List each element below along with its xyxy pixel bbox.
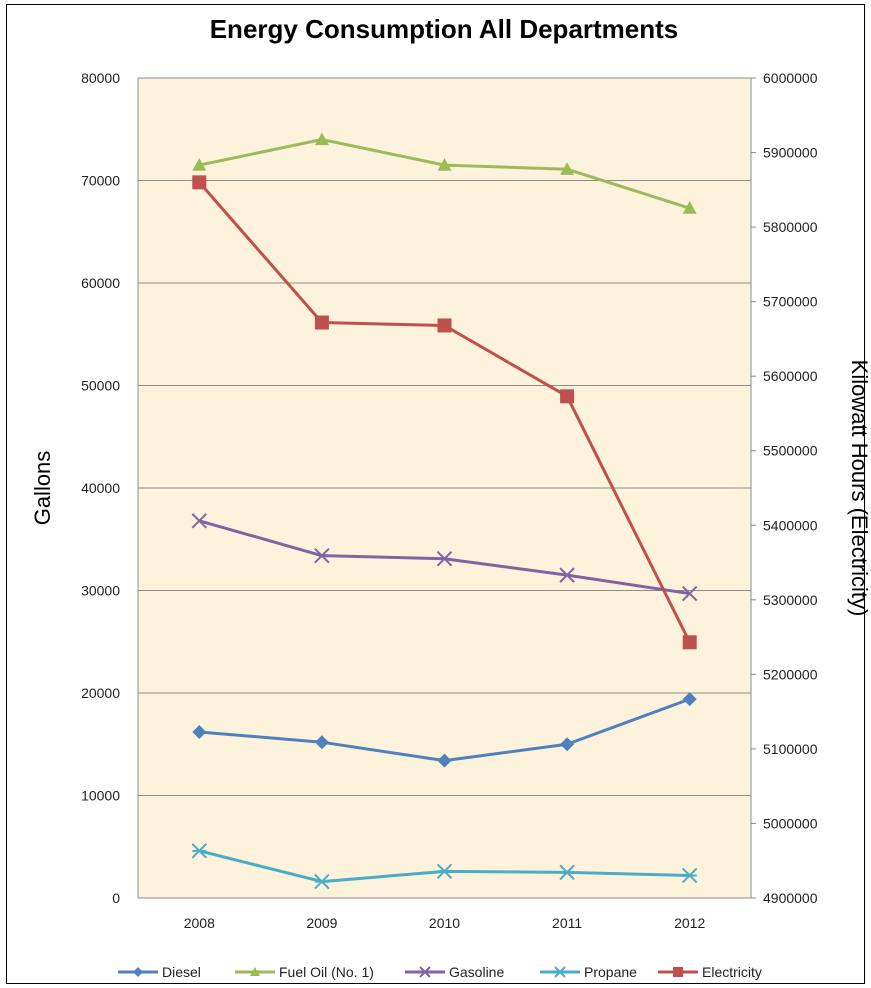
series-gasoline xyxy=(191,513,698,602)
y2-tick-label: 5800000 xyxy=(763,219,818,235)
data-point-diesel xyxy=(314,735,329,750)
y-tick-label: 40000 xyxy=(81,480,120,496)
y-tick-label: 70000 xyxy=(81,173,120,189)
data-point-gasoline xyxy=(559,567,575,583)
legend-item-propane: Propane xyxy=(540,964,637,980)
y-tick-label: 60000 xyxy=(81,275,120,291)
x-tick-label: 2010 xyxy=(429,915,460,931)
legend-marker xyxy=(554,966,566,978)
y2-tick-label: 4900000 xyxy=(763,890,818,906)
x-tick-label: 2008 xyxy=(184,915,215,931)
x-tick-label: 2012 xyxy=(674,915,705,931)
chart-title: Energy Consumption All Departments xyxy=(210,14,679,44)
legend-label: Propane xyxy=(584,964,637,980)
data-point-gasoline xyxy=(681,585,698,602)
data-point-diesel xyxy=(192,724,207,739)
x-tick-label: 2011 xyxy=(552,915,582,931)
y-tick-label: 50000 xyxy=(81,378,120,394)
y-axis-ticks: 0 10000 20000 30000 40000 50000 60000 70000 8000… xyxy=(81,70,120,906)
y2-axis-title: Kilowatt Hours (Electricity) xyxy=(847,360,871,617)
data-point-propane xyxy=(191,843,208,859)
legend-label: Electricity xyxy=(702,964,762,980)
x-axis-ticks: 2008 2009 2010 2011 2012 xyxy=(184,915,706,931)
x-tick-label: 2009 xyxy=(306,915,337,931)
data-point-propane xyxy=(681,867,698,884)
data-point-fuel-oil-no-1 xyxy=(560,162,575,175)
data-point-fuel-oil-no-1 xyxy=(682,201,697,214)
y2-tick-label: 5400000 xyxy=(763,517,818,533)
data-point-diesel xyxy=(437,753,452,768)
data-point-fuel-oil-no-1 xyxy=(314,132,329,146)
y2-tick-label: 5600000 xyxy=(763,368,818,384)
y2-tick-label: 5200000 xyxy=(763,666,818,682)
y2-tick-label: 5700000 xyxy=(763,294,818,310)
data-point-fuel-oil-no-1 xyxy=(192,158,207,171)
series-propane xyxy=(191,843,698,890)
legend-marker xyxy=(250,967,260,976)
legend: Diesel Fuel Oil (No. 1) Gasoline Propane Ele… xyxy=(118,964,762,980)
legend-label: Fuel Oil (No. 1) xyxy=(279,964,374,980)
data-point-propane xyxy=(436,863,453,880)
data-point-electricity xyxy=(560,389,575,404)
y2-tick-label: 5000000 xyxy=(763,815,818,831)
y-tick-label: 0 xyxy=(112,890,120,906)
y-tick-label: 20000 xyxy=(81,685,120,701)
legend-label: Gasoline xyxy=(449,964,504,980)
y2-tick-label: 6000000 xyxy=(763,70,818,86)
legend-marker xyxy=(673,967,683,977)
data-point-electricity xyxy=(437,318,452,333)
legend-item-gasoline: Gasoline xyxy=(405,964,504,980)
data-point-propane xyxy=(314,873,330,890)
data-point-diesel xyxy=(560,737,575,752)
data-point-fuel-oil-no-1 xyxy=(437,158,452,171)
data-point-electricity xyxy=(682,635,697,650)
data-point-propane xyxy=(559,864,575,881)
legend-item-electricity: Electricity xyxy=(658,964,762,980)
legend-marker xyxy=(133,967,143,977)
series-group xyxy=(191,132,698,890)
data-point-diesel xyxy=(682,692,697,707)
series-diesel xyxy=(192,692,697,768)
data-point-gasoline xyxy=(436,551,453,567)
legend-item-fuel-oil-no-1: Fuel Oil (No. 1) xyxy=(235,964,374,980)
y-tick-label: 80000 xyxy=(81,70,120,86)
series-fuel-oil-no-1 xyxy=(192,132,697,214)
y2-axis-ticks: 4900000 5000000 5100000 5200000 5300000 54000… xyxy=(751,70,818,906)
legend-marker xyxy=(419,966,431,978)
data-point-electricity xyxy=(192,175,207,190)
gridlines xyxy=(137,77,752,899)
y-tick-label: 10000 xyxy=(81,788,120,804)
y-axis-title: Gallons xyxy=(30,451,55,526)
y2-tick-label: 5900000 xyxy=(763,145,818,161)
data-point-electricity xyxy=(314,315,329,330)
y-tick-label: 30000 xyxy=(81,583,120,599)
y2-tick-label: 5500000 xyxy=(763,443,818,459)
y2-tick-label: 5300000 xyxy=(763,592,818,608)
legend-item-diesel: Diesel xyxy=(118,964,201,980)
series-electricity xyxy=(192,175,697,650)
data-point-gasoline xyxy=(314,547,330,564)
data-point-gasoline xyxy=(191,513,208,529)
legend-label: Diesel xyxy=(162,964,201,980)
y2-tick-label: 5100000 xyxy=(763,741,818,757)
